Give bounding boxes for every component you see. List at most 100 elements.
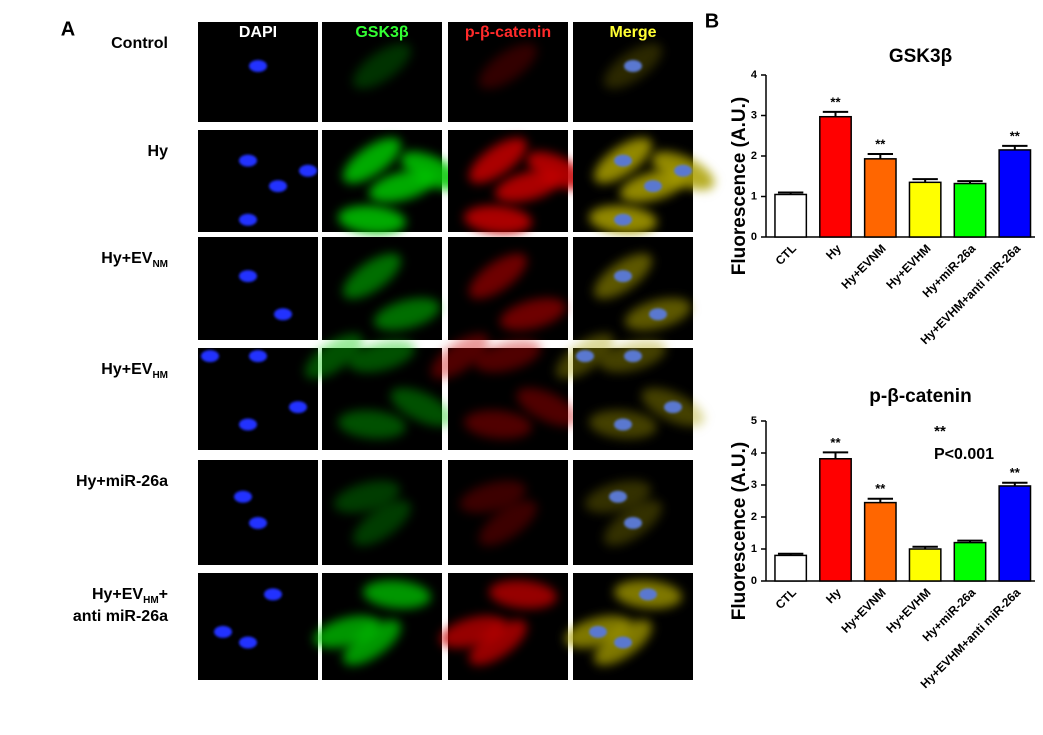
nucleus (674, 164, 692, 177)
nucleus (201, 350, 219, 363)
nucleus (614, 270, 632, 283)
nucleus (239, 418, 257, 431)
micrograph (322, 22, 442, 122)
x-tick-label: CTL (773, 585, 799, 611)
micrograph (305, 333, 454, 450)
chart-title: p-β-catenin (869, 386, 971, 407)
column-header: DAPI (239, 24, 277, 41)
micrograph (573, 130, 715, 235)
micrograph (322, 130, 464, 235)
micrograph (448, 130, 590, 235)
significance-label: ** (1010, 128, 1021, 143)
nucleus (249, 60, 267, 72)
row-label: Hy+EVHM (101, 361, 168, 380)
nucleus (614, 154, 632, 167)
cell-body (348, 340, 416, 373)
micrograph-bg (198, 460, 318, 565)
y-tick-label: 2 (751, 511, 757, 523)
row-label: Hy+EVHM+ (92, 586, 168, 605)
micrograph (431, 333, 580, 450)
panel-label: A (61, 18, 75, 40)
nucleus (274, 308, 292, 321)
nucleus (614, 636, 632, 649)
micrograph (313, 573, 442, 680)
micrograph (573, 237, 693, 340)
nucleus (289, 401, 307, 414)
micrograph (556, 333, 705, 450)
y-tick-label: 1 (751, 190, 757, 202)
bar (998, 485, 1032, 582)
x-tick-label: Hy+EVNM (838, 241, 888, 291)
cell-body (439, 615, 507, 648)
nucleus (649, 308, 667, 321)
cell-body (343, 619, 401, 666)
nucleus (239, 213, 257, 226)
micrograph (448, 460, 568, 565)
chart-title: GSK3β (889, 46, 952, 67)
significance-label: ** (875, 481, 886, 496)
y-tick-label: 4 (751, 69, 758, 81)
micrograph (198, 130, 318, 232)
row-label-part: Hy (148, 143, 169, 160)
y-tick-label: 1 (751, 543, 757, 555)
x-tick-label: Hy+EVNM (838, 585, 888, 635)
micrograph (573, 22, 693, 122)
micrograph-bg (198, 237, 318, 340)
bar (908, 548, 942, 582)
micrograph (198, 22, 318, 122)
cell-body (479, 43, 537, 89)
nucleus (249, 517, 267, 529)
nucleus (269, 180, 287, 193)
cell-body (464, 410, 532, 439)
panel-label: B (705, 10, 719, 32)
note-symbol: ** (934, 423, 946, 440)
row-label-part: Hy+EV (101, 250, 152, 267)
cell-body (390, 387, 454, 427)
nucleus (589, 625, 607, 638)
nucleus (576, 350, 594, 363)
micrograph (322, 237, 442, 340)
y-tick-label: 0 (751, 575, 757, 587)
bar (863, 501, 897, 582)
y-axis-label: Fluorescence (A.U.) (729, 97, 750, 275)
micrograph (322, 460, 442, 565)
bar (953, 541, 987, 582)
nucleus (239, 154, 257, 167)
row-label: Hy+miR-26a (76, 473, 168, 490)
y-tick-label: 3 (751, 109, 757, 121)
nucleus (249, 350, 267, 363)
cell-body (474, 340, 542, 373)
micrograph-bg (198, 348, 318, 450)
row-label: anti miR-26a (73, 608, 168, 625)
micrograph (573, 460, 693, 565)
cell-body (469, 253, 527, 299)
cell-body (363, 580, 431, 609)
micrograph (198, 460, 318, 565)
x-tick-label: Hy (823, 241, 844, 262)
nucleus (624, 517, 642, 529)
row-label-part: HM (152, 370, 168, 381)
cell-body (469, 619, 527, 666)
micrograph (198, 348, 318, 450)
micrograph (564, 573, 693, 680)
y-tick-label: 0 (751, 231, 757, 243)
cell-body (353, 500, 411, 546)
row-label: Control (111, 35, 168, 52)
cell-body (373, 298, 441, 331)
row-label-part: HM (143, 595, 159, 606)
nucleus (614, 213, 632, 226)
nucleus (639, 588, 657, 601)
y-axis-label: Fluorescence (A.U.) (729, 442, 750, 620)
significance-label: ** (830, 94, 841, 109)
micrograph-bg (198, 573, 318, 680)
cell-body (353, 43, 411, 89)
bar (819, 115, 852, 238)
row-label: Hy (148, 143, 169, 160)
row-label: Hy+EVNM (101, 250, 168, 269)
x-tick-label: Hy (823, 585, 844, 606)
micrograph (448, 237, 568, 340)
cell-body (469, 137, 527, 184)
cell-body (459, 480, 527, 513)
cell-body (489, 580, 557, 609)
